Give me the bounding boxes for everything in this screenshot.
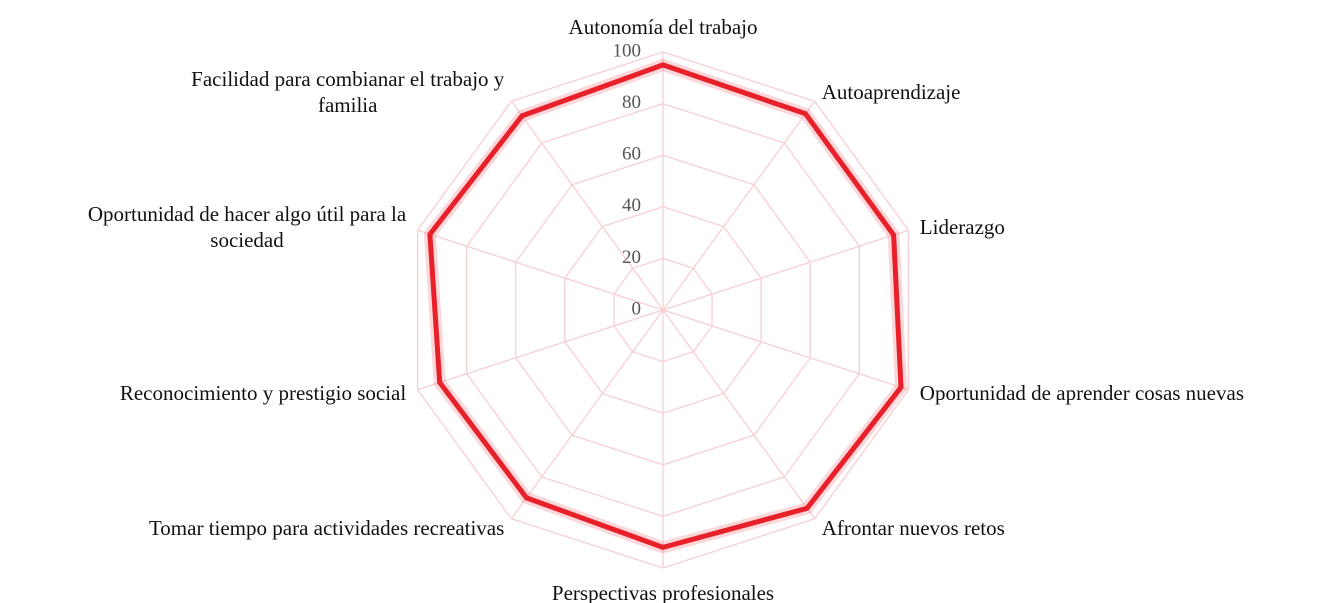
- y-tick-label: 0: [632, 298, 642, 319]
- y-tick-label: 80: [622, 92, 641, 113]
- spoke: [662, 229, 909, 311]
- series-line: [427, 62, 904, 550]
- y-tick-label: 20: [622, 247, 641, 268]
- y-tick-label: 100: [613, 40, 642, 61]
- category-label: Reconocimiento y prestigio social: [119, 381, 407, 406]
- category-label: Liderazgo: [919, 214, 1005, 239]
- spoke: [510, 100, 664, 311]
- spoke: [662, 100, 816, 311]
- spoke: [662, 309, 816, 520]
- y-tick-label: 60: [622, 144, 641, 165]
- category-label: Afrontar nuevos retos: [821, 516, 1005, 541]
- category-label: Autoaprendizaje: [821, 79, 961, 104]
- y-tick-label: 40: [622, 195, 641, 216]
- category-label: Perspectivas profesionales: [551, 581, 775, 603]
- category-label: Facilidad para combianar el trabajo y fa…: [191, 66, 505, 117]
- category-label: Oportunidad de aprender cosas nuevas: [919, 381, 1244, 406]
- spoke: [510, 309, 664, 520]
- spoke: [417, 309, 664, 391]
- spoke: [417, 229, 664, 311]
- category-label: Autonomía del trabajo: [568, 15, 758, 39]
- spoke: [662, 309, 909, 391]
- category-label: Oportunidad de hacer algo útil para la s…: [87, 201, 407, 252]
- category-label: Tomar tiempo para actividades recreativa…: [148, 516, 505, 541]
